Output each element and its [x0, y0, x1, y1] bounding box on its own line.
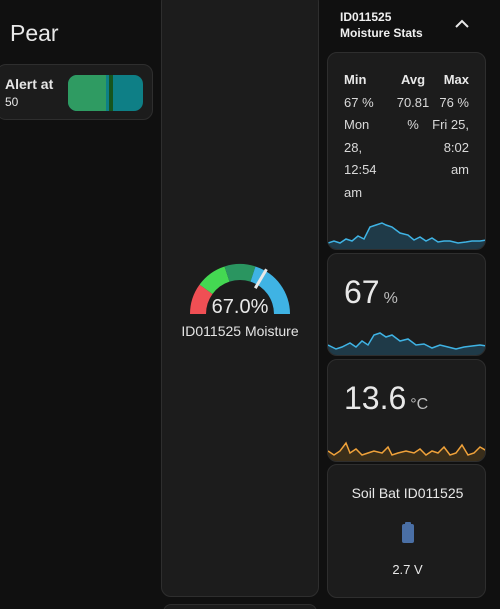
- stats-sparkline: [328, 222, 485, 249]
- moisture-number: 67: [344, 274, 380, 310]
- alert-slider-handle[interactable]: [108, 75, 113, 111]
- stats-min-column: Min 67 % Mon 28, 12:54 am: [344, 69, 377, 204]
- stats-min-label: Min: [344, 72, 367, 87]
- stats-avg-column: Avg 70.81 %: [394, 69, 432, 137]
- gauge-segment-2: [224, 264, 256, 282]
- gauge-value: 67.0%: [211, 296, 269, 318]
- temperature-card[interactable]: 13.6 °C: [327, 359, 486, 462]
- soil-battery-card[interactable]: Soil Bat ID011525 2.7 V: [327, 464, 486, 598]
- temperature-number: 13.6: [344, 380, 407, 416]
- alert-label: Alert at: [5, 76, 54, 92]
- page-title: Pear: [10, 20, 59, 46]
- moisture-gauge: [190, 264, 290, 314]
- stats-max-time-2: 8:02: [443, 139, 469, 155]
- battery-value: 2.7 V: [392, 562, 423, 577]
- moisture-gauge-card[interactable]: [161, 0, 319, 597]
- alert-slider-fill: [68, 75, 106, 111]
- stats-avg-label: Avg: [400, 72, 426, 87]
- stats-header-subtitle: Moisture Stats: [340, 26, 423, 40]
- stats-min-time-3: 12:54: [344, 162, 377, 177]
- stats-min-time-2: 28,: [344, 139, 363, 155]
- stats-avg-unit: %: [407, 117, 419, 132]
- stats-max-time-1: Fri 25,: [432, 117, 469, 132]
- moisture-value-card[interactable]: 67%: [327, 253, 486, 356]
- battery-title: Soil Bat ID011525: [351, 485, 464, 501]
- gauge-name: ID011525 Moisture: [181, 323, 299, 339]
- stats-header-id: ID011525: [340, 10, 392, 24]
- alert-card[interactable]: Alert at 50: [0, 64, 153, 120]
- gauge-segment-0: [190, 284, 213, 314]
- stats-max-value: 76 %: [439, 94, 469, 110]
- temperature-unit: °C: [410, 396, 429, 413]
- alert-value: 50: [5, 95, 19, 109]
- stats-max-time-3: am: [450, 162, 469, 177]
- gauge-needle: [253, 268, 268, 289]
- moisture-unit: %: [383, 290, 398, 307]
- chevron-up-icon[interactable]: [452, 14, 472, 34]
- moisture-stats-card[interactable]: Min 67 % Mon 28, 12:54 am Avg 70.81 % Ma…: [327, 52, 486, 250]
- stats-max-label: Max: [443, 72, 469, 87]
- battery-icon: [402, 522, 414, 543]
- alert-slider[interactable]: [68, 75, 143, 111]
- temperature-value: 13.6 °C: [344, 380, 428, 417]
- moisture-value: 67%: [344, 274, 398, 311]
- gauge-segment-1: [199, 266, 230, 295]
- moisture-sparkline: [328, 332, 485, 355]
- stats-min-value: 67 %: [344, 94, 374, 110]
- stats-avg-value: 70.81: [396, 94, 430, 110]
- stats-min-time-1: Mon: [344, 117, 370, 132]
- stats-max-column: Max 76 % Fri 25, 8:02 am: [432, 69, 469, 182]
- temperature-sparkline: [328, 441, 485, 461]
- stats-min-time-4: am: [344, 184, 363, 200]
- next-card-edge: [163, 604, 317, 609]
